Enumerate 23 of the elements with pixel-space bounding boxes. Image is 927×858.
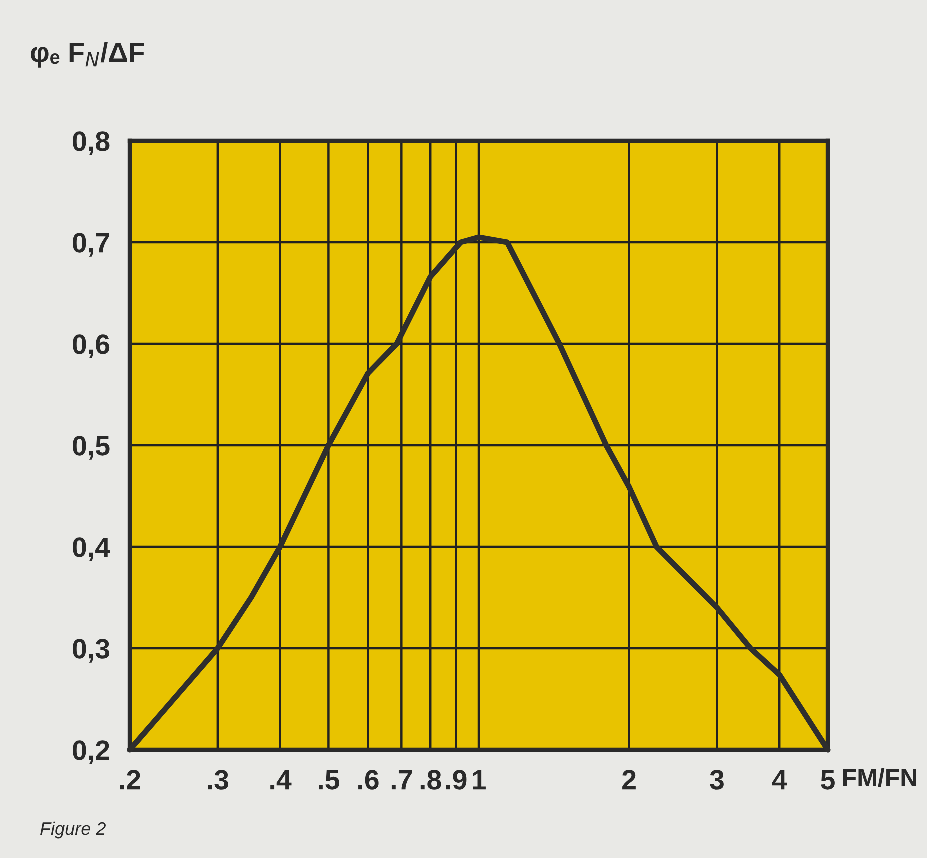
x-tick-label: 4 bbox=[772, 770, 788, 790]
x-tick-label: .5 bbox=[318, 770, 340, 790]
y-tick-label: 0,3 bbox=[73, 639, 110, 663]
y-tick-label: 0,8 bbox=[73, 132, 110, 156]
caption: Figure 2 bbox=[40, 822, 106, 839]
x-tick-label: 3 bbox=[710, 770, 724, 790]
y-tick-label: 0,6 bbox=[73, 334, 110, 358]
x-tick-label: 1 bbox=[473, 770, 486, 790]
x-axis-title: FM/FN bbox=[843, 768, 916, 787]
x-tick-label: .2 bbox=[120, 770, 140, 790]
x-tick-label: 2 bbox=[622, 770, 636, 790]
x-tick-label: .6 bbox=[358, 770, 379, 790]
x-tick-label: .7 bbox=[392, 770, 412, 790]
x-tick-label: 5 bbox=[821, 770, 835, 790]
y-axis-title: φₑ F$_{N}$/ΔF bbox=[31, 42, 144, 68]
x-tick-label: .9 bbox=[446, 770, 467, 790]
y-tick-label: 0,4 bbox=[73, 538, 110, 562]
x-tick-label: .8 bbox=[420, 770, 442, 790]
y-tick-label: 0,2 bbox=[73, 740, 110, 764]
x-tick-label: .3 bbox=[208, 770, 229, 790]
y-tick-label: 0,7 bbox=[73, 233, 110, 257]
y-tick-label: 0,5 bbox=[73, 436, 110, 460]
x-tick-label: .4 bbox=[270, 770, 292, 790]
